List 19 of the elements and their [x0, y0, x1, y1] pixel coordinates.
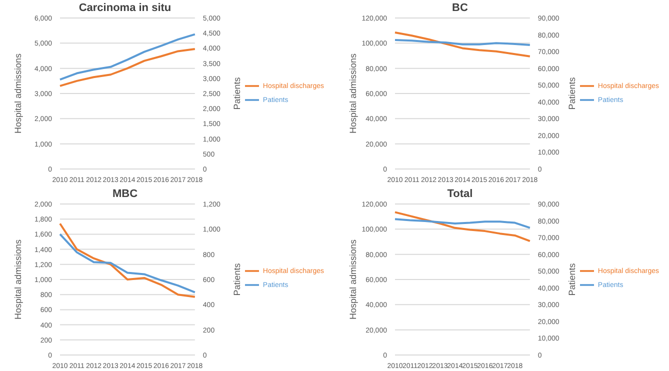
line-series — [59, 33, 196, 81]
line-series — [394, 210, 531, 242]
line-series — [59, 222, 196, 298]
y2-axis-title: Patients — [232, 262, 242, 296]
chart-title: MBC — [111, 188, 139, 200]
y2-axis-title: Patients — [232, 76, 242, 110]
line-series — [59, 48, 196, 87]
y-axis-title: Hospital admissions — [348, 238, 358, 320]
line-series — [394, 218, 531, 228]
y-axis-title: Hospital admissions — [348, 52, 358, 134]
y2-axis-title: Patients — [567, 262, 578, 296]
line-series — [59, 232, 196, 293]
y2-axis-title: Patients — [567, 76, 578, 110]
chart-title: Carcinoma in situ — [78, 2, 172, 14]
y-axis-title: Hospital admissions — [13, 52, 24, 134]
y-axis-title: Hospital admissions — [13, 238, 24, 320]
line-series — [394, 31, 531, 58]
chart-title: BC — [451, 2, 469, 14]
chart-title: Total — [446, 188, 474, 200]
